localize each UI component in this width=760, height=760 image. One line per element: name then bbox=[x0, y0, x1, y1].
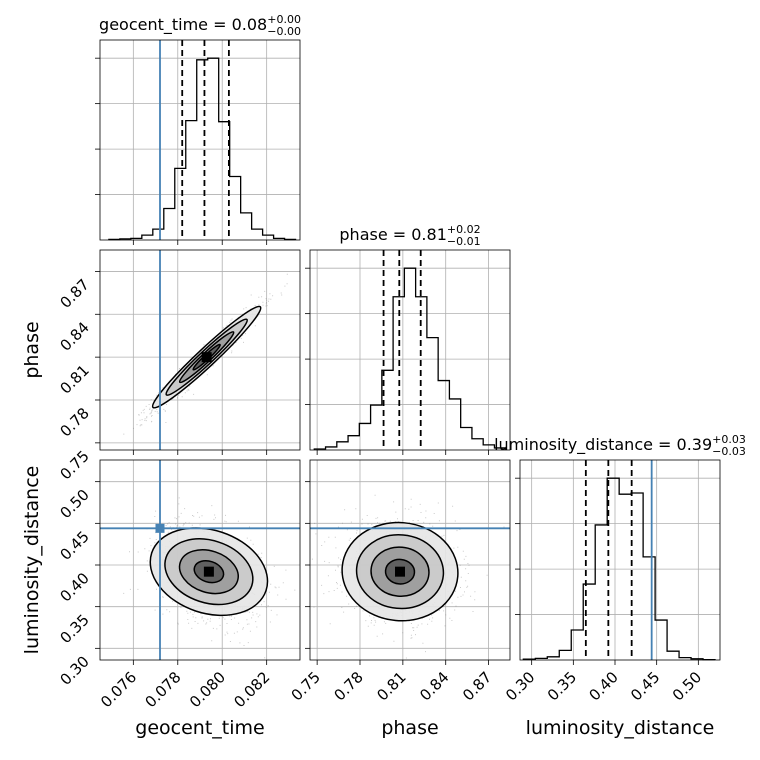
sample-cloud bbox=[311, 494, 505, 659]
x-tick-label: 0.81 bbox=[373, 668, 409, 704]
y-tick-label: 0.78 bbox=[56, 404, 92, 440]
x-tick-label: 0.080 bbox=[186, 668, 229, 711]
x-tick-label: 0.30 bbox=[502, 668, 538, 704]
sample-cloud bbox=[123, 497, 296, 659]
x-tick-label: 0.50 bbox=[669, 668, 705, 704]
x-tick-label: 0.87 bbox=[459, 668, 495, 704]
panel-title: geocent_time = 0.08+0.00 −0.00 bbox=[99, 13, 301, 38]
title-plus-error: +0.00 bbox=[267, 13, 301, 26]
y-tick-label: 0.50 bbox=[56, 486, 92, 522]
y-tick-label: 0.40 bbox=[56, 569, 92, 605]
x-tick-label: 0.35 bbox=[544, 668, 580, 704]
title-value: geocent_time = 0.08 bbox=[99, 15, 267, 35]
density-panel-phase-vs-luminosity_distance: 0.75 0.78 0.81 0.84 0.87 bbox=[288, 459, 511, 704]
panel-frame bbox=[309, 249, 511, 451]
histogram-panel-luminosity_distance: 0.30 0.35 0.40 0.45 0.50 luminosity_distance … bbox=[494, 433, 746, 704]
histogram-step-line bbox=[108, 57, 297, 241]
x-axis-label: luminosity_distance bbox=[526, 717, 715, 739]
density-panel-geocent_time-vs-phase: 0.75 0.78 0.81 0.84 0.87 bbox=[56, 249, 301, 483]
sample-cloud bbox=[123, 273, 288, 435]
histogram-step-line bbox=[313, 267, 507, 450]
y-tick-label: 0.81 bbox=[56, 361, 92, 397]
panel-frame bbox=[99, 459, 301, 661]
title-minus-error: −0.01 bbox=[447, 235, 481, 248]
x-tick-label: 0.45 bbox=[627, 668, 663, 704]
histogram-panel-geocent_time: geocent_time = 0.08+0.00 −0.00 bbox=[95, 13, 301, 245]
title-minus-error: −0.00 bbox=[267, 25, 301, 38]
panel-title: phase = 0.81+0.02 −0.01 bbox=[339, 223, 480, 248]
title-value: luminosity_distance = 0.39 bbox=[494, 435, 712, 455]
x-tick-label: 0.75 bbox=[288, 668, 324, 704]
y-tick-label: 0.35 bbox=[56, 611, 92, 647]
histogram-step-line bbox=[522, 477, 716, 661]
x-tick-label: 0.076 bbox=[97, 668, 140, 711]
density-peak bbox=[395, 566, 405, 577]
x-axis-label: geocent_time bbox=[135, 717, 264, 739]
panel-frame bbox=[99, 39, 301, 241]
y-axis-label: phase bbox=[21, 321, 43, 378]
axis-labels: geocent_time phase luminosity_distancephas… bbox=[21, 321, 714, 739]
panel-title: luminosity_distance = 0.39+0.03 −0.03 bbox=[494, 433, 746, 458]
y-tick-label: 0.75 bbox=[56, 447, 92, 483]
density-panel-geocent_time-vs-luminosity_distance: 0.076 0.078 0.080 0.082 0.30 0.35 0.40 0.45 0.50 bbox=[56, 459, 301, 711]
truth-marker bbox=[155, 523, 165, 533]
density-peak bbox=[203, 566, 214, 577]
x-tick-label: 0.40 bbox=[585, 668, 621, 704]
title-plus-error: +0.03 bbox=[712, 433, 746, 446]
histogram-panel-phase: phase = 0.81+0.02 −0.01 bbox=[305, 223, 511, 455]
title-value: phase = 0.81 bbox=[339, 225, 446, 244]
panel-frame bbox=[519, 459, 721, 661]
density-peak bbox=[201, 352, 212, 363]
x-tick-label: 0.84 bbox=[416, 668, 452, 704]
title-plus-error: +0.02 bbox=[447, 223, 481, 236]
x-tick-label: 0.78 bbox=[330, 668, 366, 704]
panel-frame bbox=[309, 459, 511, 661]
panel-frame bbox=[99, 249, 301, 451]
title-minus-error: −0.03 bbox=[712, 445, 746, 458]
x-tick-label: 0.078 bbox=[142, 668, 185, 711]
y-tick-label: 0.45 bbox=[56, 527, 92, 563]
y-tick-label: 0.30 bbox=[56, 652, 92, 688]
y-axis-label: luminosity_distance bbox=[21, 466, 43, 655]
y-tick-label: 0.84 bbox=[56, 318, 92, 354]
x-axis-label: phase bbox=[381, 717, 438, 739]
y-tick-label: 0.87 bbox=[56, 276, 92, 312]
x-tick-label: 0.082 bbox=[230, 668, 273, 711]
